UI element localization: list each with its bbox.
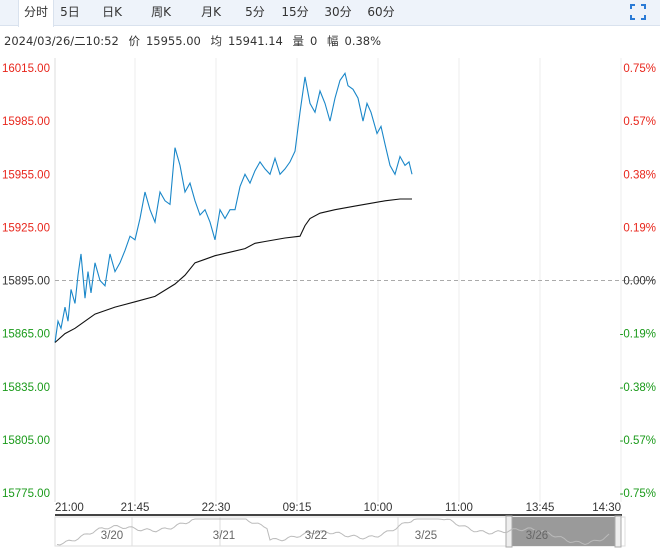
tab-月K[interactable]: 月K xyxy=(201,5,221,19)
navigator-date: 3/26 xyxy=(526,530,548,542)
volume-value: 0 xyxy=(310,34,318,48)
y-tick-label: 15775.00 xyxy=(2,488,50,500)
tab-60分[interactable]: 60分 xyxy=(367,5,395,19)
x-tick-label: 11:00 xyxy=(445,502,473,514)
y-pct-label: -0.38% xyxy=(620,382,656,394)
x-tick-label: 22:30 xyxy=(202,502,231,514)
tab-分时[interactable]: 分时 xyxy=(18,0,54,27)
navigator-handle-right xyxy=(614,515,622,548)
fullscreen-icon[interactable] xyxy=(630,4,646,20)
y-tick-label: 15805.00 xyxy=(2,435,50,447)
y-pct-label: 0.19% xyxy=(623,222,656,234)
y-tick-label: 15835.00 xyxy=(2,382,50,394)
y-tick-label: 15865.00 xyxy=(2,329,50,341)
change-value: 0.38% xyxy=(344,34,382,48)
y-tick-label: 15895.00 xyxy=(2,276,50,288)
y-pct-label: 0.75% xyxy=(623,63,656,75)
navigator-date: 3/21 xyxy=(213,530,235,542)
tab-周K[interactable]: 周K xyxy=(151,5,171,19)
x-tick-label: 10:00 xyxy=(364,502,393,514)
x-tick-label: 21:00 xyxy=(55,502,84,514)
navigator-date: 3/25 xyxy=(415,530,437,542)
price-label: 价 xyxy=(128,34,140,48)
avg-line xyxy=(54,198,412,343)
price-value: 15955.00 xyxy=(145,34,201,48)
x-tick-label: 14:30 xyxy=(592,502,621,514)
change-label: 幅 xyxy=(327,34,339,48)
navigator-selection xyxy=(510,517,615,546)
tab-5日[interactable]: 5日 xyxy=(60,5,80,19)
y-tick-label: 15925.00 xyxy=(2,222,50,234)
y-pct-label: 0.00% xyxy=(623,276,656,288)
tab-日K[interactable]: 日K xyxy=(102,5,122,19)
avg-label: 均 xyxy=(210,34,223,48)
navigator-date: 3/22 xyxy=(305,530,327,542)
avg-value: 15941.14 xyxy=(228,34,283,48)
y-pct-label: 0.38% xyxy=(623,169,656,181)
x-tick-label: 13:45 xyxy=(526,502,555,514)
navigator xyxy=(54,516,626,547)
navigator-sparkline xyxy=(56,518,610,546)
y-pct-label: -0.57% xyxy=(620,435,656,447)
y-tick-label: 16015.00 xyxy=(2,63,50,75)
y-pct-label: -0.19% xyxy=(620,329,656,341)
y-tick-label: 15985.00 xyxy=(2,116,50,128)
tab-30分[interactable]: 30分 xyxy=(324,5,352,19)
x-tick-label: 21:45 xyxy=(121,502,150,514)
tab-15分[interactable]: 15分 xyxy=(281,5,309,19)
period-tabs: 分时 5日 日K 周K 月K 5分 15分 30分 60分 xyxy=(0,0,660,27)
price-line xyxy=(54,71,413,343)
navigator-date: 3/20 xyxy=(101,530,123,542)
tab-5分[interactable]: 5分 xyxy=(245,5,265,19)
y-tick-label: 15955.00 xyxy=(2,169,50,181)
x-tick-label: 09:15 xyxy=(283,502,312,514)
navigator-handle-left xyxy=(505,515,513,548)
volume-label: 量 xyxy=(292,34,305,48)
datetime: 2024/03/26/二10:52 xyxy=(4,34,119,48)
y-pct-label: 0.57% xyxy=(623,116,656,128)
y-pct-label: -0.75% xyxy=(620,488,656,500)
